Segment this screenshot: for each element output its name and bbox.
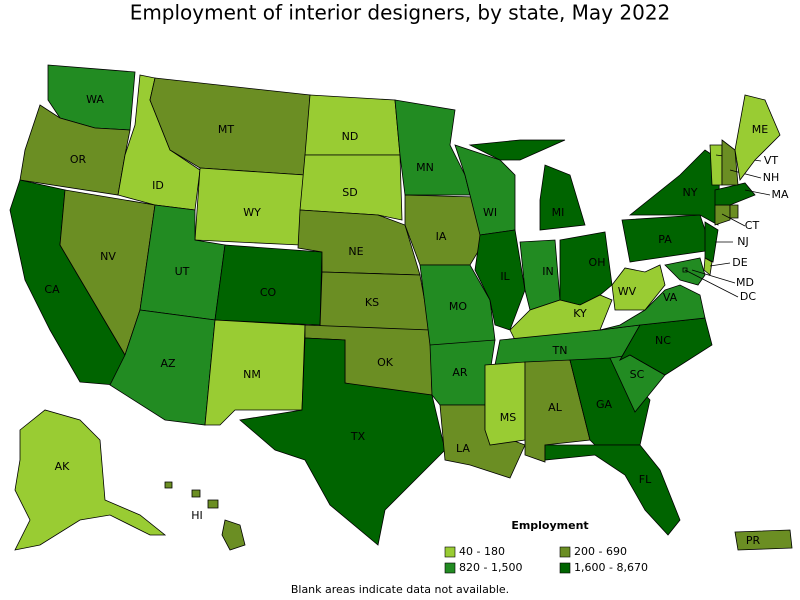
state-label: ME (752, 123, 768, 136)
state-label: DC (740, 290, 756, 303)
state-shape (611, 264, 666, 311)
state-shape (468, 139, 566, 161)
state-label: KY (573, 307, 587, 320)
legend-swatch (559, 562, 571, 574)
leader-line (744, 189, 771, 196)
state-shape (474, 229, 526, 331)
state-shape (714, 204, 731, 226)
state-label: NC (655, 334, 671, 347)
map-title: Employment of interior designers, by sta… (130, 1, 671, 25)
state-label: MI (552, 206, 565, 219)
state-shape (191, 489, 201, 498)
state-shape (544, 444, 681, 536)
state-label: CT (745, 219, 760, 232)
state-label: NE (348, 245, 363, 258)
state-label: MA (771, 188, 788, 201)
state-shape (599, 284, 706, 331)
state-label: IA (436, 230, 447, 243)
state-label: GA (596, 398, 613, 411)
state-label: VA (663, 291, 678, 304)
legend-label: 820 - 1,500 (459, 561, 522, 574)
state-label: WY (243, 206, 261, 219)
state-label: TX (350, 430, 366, 443)
state-shape (704, 221, 719, 263)
state-label: NJ (737, 235, 748, 248)
state-shape (721, 139, 739, 186)
state-shape (207, 499, 219, 509)
state-shape (709, 144, 723, 186)
states: WA OR CA NV ID MT WY UT CO AZ NM ND SD NE KS OK TX MN IA MO… (9, 64, 793, 551)
state-label: ID (152, 179, 164, 192)
state-label: PA (658, 233, 672, 246)
state-label: MD (736, 276, 754, 289)
state-label: AK (55, 460, 71, 473)
state-label: KS (365, 296, 379, 309)
legend-swatch (559, 546, 571, 558)
state-label: NH (763, 171, 780, 184)
state-shape (734, 529, 793, 551)
state-shape (299, 154, 403, 221)
state-label: WA (86, 93, 104, 106)
state-label: IL (500, 270, 510, 283)
state-label: WV (618, 285, 637, 298)
state-shape (214, 244, 323, 326)
legend-swatch (444, 546, 456, 558)
state-label: SC (630, 368, 645, 381)
state-shape (304, 94, 401, 156)
state-shape (714, 182, 756, 206)
state-label: UT (175, 265, 190, 278)
state-shape (239, 337, 446, 546)
state-label: MS (500, 411, 516, 424)
state-shape (734, 94, 781, 181)
state-label: PR (746, 534, 761, 547)
state-label: VT (764, 154, 779, 167)
leader-line (729, 169, 762, 179)
state-label: FL (639, 473, 652, 486)
state-label: NY (683, 186, 698, 199)
legend-label: 40 - 180 (459, 545, 505, 558)
state-label: SD (342, 186, 357, 199)
state-label: AR (452, 366, 468, 379)
state-shape (164, 481, 173, 489)
legend-swatch (444, 562, 456, 574)
state-label: ND (342, 130, 359, 143)
legend-title: Employment (511, 519, 588, 532)
state-shape (221, 519, 246, 551)
state-label: TN (552, 344, 568, 357)
state-shape (729, 204, 739, 219)
state-label: OK (377, 356, 394, 369)
leader-line (691, 269, 736, 284)
state-label: MN (416, 161, 434, 174)
leader-line (721, 213, 746, 227)
state-label: AZ (160, 357, 176, 370)
state-label: OH (589, 256, 606, 269)
state-shape (519, 239, 561, 311)
state-label: HI (191, 509, 203, 522)
state-label: AL (548, 401, 563, 414)
state-label: IN (542, 265, 553, 278)
legend-label: 1,600 - 8,670 (574, 561, 648, 574)
legend-label: 200 - 690 (574, 545, 627, 558)
state-label: LA (456, 442, 470, 455)
state-label: MO (449, 300, 467, 313)
state-label: NM (243, 368, 261, 381)
legend: 40 - 180 200 - 690 820 - 1,500 1,600 - 8,67… (444, 545, 648, 574)
state-shape (539, 164, 586, 231)
state-label: OR (70, 153, 87, 166)
state-label: CA (44, 283, 60, 296)
state-shape (703, 257, 713, 276)
state-label: NV (100, 250, 116, 263)
state-shape (628, 149, 721, 226)
state-shape (484, 361, 526, 446)
note: Blank areas indicate data not available. (291, 583, 509, 596)
state-label: DE (732, 256, 747, 269)
state-label: MT (218, 123, 234, 136)
leader-line (709, 262, 731, 267)
state-label: WI (483, 206, 497, 219)
leader-line (684, 269, 739, 298)
state-shape (14, 409, 167, 551)
state-label: CO (260, 286, 277, 299)
